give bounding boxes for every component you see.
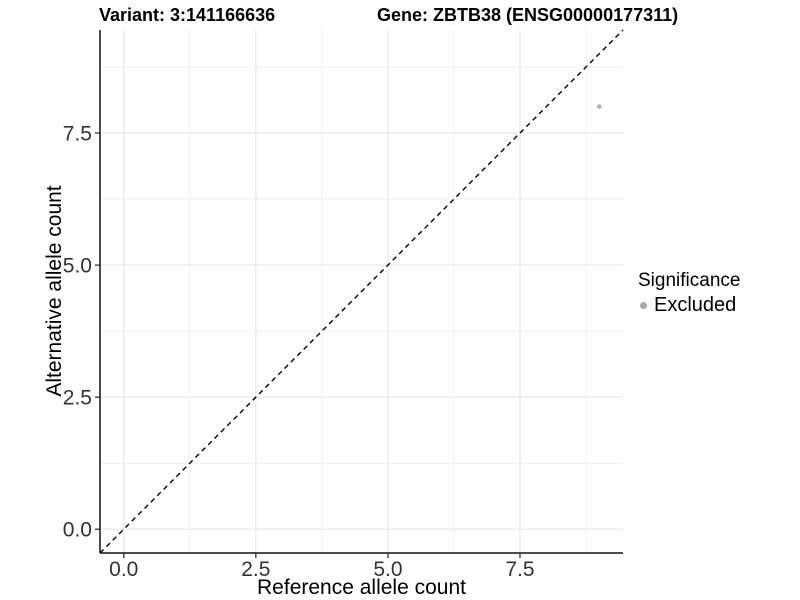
legend-item-excluded: Excluded — [638, 295, 740, 316]
y-tick-label: 2.5 — [63, 387, 92, 410]
data-point — [596, 104, 602, 109]
x-axis-label: Reference allele count — [257, 576, 466, 599]
y-tick-label: 5.0 — [63, 255, 92, 278]
legend-item-label: Excluded — [654, 294, 737, 316]
y-tick-label: 0.0 — [63, 519, 92, 542]
x-tick-label: 2.5 — [241, 558, 270, 581]
y-axis-label: Alternative allele count — [43, 185, 66, 397]
x-tick-label: 5.0 — [373, 558, 402, 581]
legend-title: Significance — [638, 270, 741, 291]
y-tick-label: 7.5 — [63, 123, 92, 146]
x-tick-label: 7.5 — [505, 558, 534, 581]
plot-title-variant: Variant: 3:141166636 — [99, 5, 276, 25]
legend-point-icon — [640, 302, 647, 309]
legend: Significance Excluded — [638, 270, 740, 316]
identity-line — [99, 29, 624, 554]
x-tick-label: 0.0 — [109, 558, 138, 581]
plot-title-gene: Gene: ZBTB38 (ENSG00000177311) — [377, 5, 679, 25]
